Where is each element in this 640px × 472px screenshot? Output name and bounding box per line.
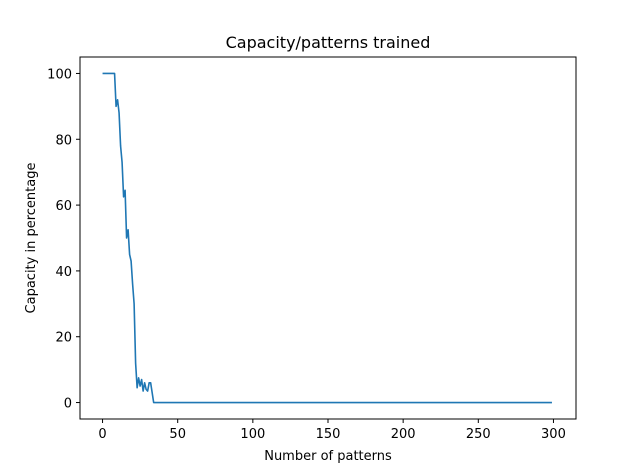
- y-tick-label: 100: [47, 67, 72, 82]
- plot-area: [102, 72, 552, 404]
- x-tick-label: 300: [541, 427, 566, 442]
- y-axis: 0 20 40 60 80 100: [47, 67, 80, 412]
- x-axis-label: Number of patterns: [264, 449, 392, 464]
- chart-title: Capacity/patterns trained: [226, 33, 431, 52]
- series-line-1: [102, 72, 552, 404]
- x-tick-label: 250: [466, 427, 491, 442]
- x-tick-label: 50: [169, 427, 186, 442]
- y-axis-label: Capacity in percentage: [24, 163, 39, 314]
- x-axis: 0 50 100 150 200 250 300: [98, 419, 566, 442]
- y-tick-label: 20: [55, 331, 72, 346]
- x-tick-label: 200: [391, 427, 416, 442]
- y-tick-label: 40: [55, 265, 72, 280]
- x-tick-label: 100: [240, 427, 265, 442]
- x-tick-label: 0: [98, 427, 106, 442]
- y-tick-label: 0: [64, 397, 72, 412]
- y-tick-label: 80: [55, 133, 72, 148]
- x-tick-label: 150: [316, 427, 341, 442]
- axes-frame: [79, 56, 577, 420]
- y-tick-label: 60: [55, 199, 72, 214]
